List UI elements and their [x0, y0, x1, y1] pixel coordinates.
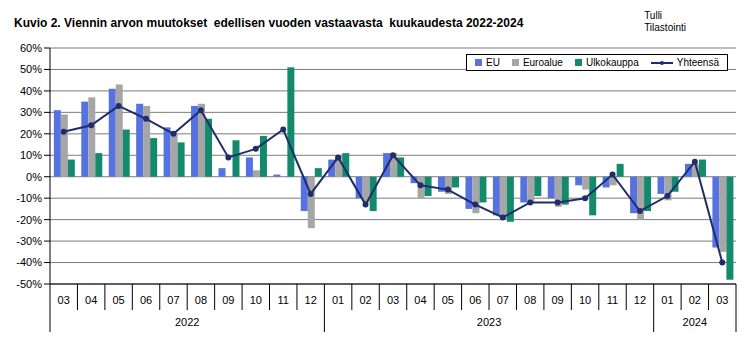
- html-text:Tilastointi: Tilastointi: [644, 22, 686, 33]
- svg-text:08: 08: [195, 294, 207, 306]
- html-text:EU: EU: [486, 57, 500, 68]
- svg-text:20%: 20%: [20, 128, 42, 140]
- html-text:Ulkokauppa: Ulkokauppa: [585, 57, 639, 68]
- svg-text:03: 03: [716, 294, 728, 306]
- svg-text:07: 07: [167, 294, 179, 306]
- svg-text:50%: 50%: [20, 63, 42, 75]
- svg-text:02: 02: [689, 294, 701, 306]
- svg-text:-20%: -20%: [16, 214, 42, 226]
- svg-text:-40%: -40%: [16, 256, 42, 268]
- svg-text:10: 10: [579, 294, 591, 306]
- svg-text:01: 01: [661, 294, 673, 306]
- svg-text:-50%: -50%: [16, 278, 42, 290]
- svg-text:0%: 0%: [26, 171, 42, 183]
- svg-text:02: 02: [359, 294, 371, 306]
- svg-text:2024: 2024: [683, 316, 707, 328]
- svg-text:04: 04: [85, 294, 97, 306]
- svg-text:03: 03: [58, 294, 70, 306]
- svg-text:-30%: -30%: [16, 235, 42, 247]
- svg-text:10%: 10%: [20, 149, 42, 161]
- svg-text:30%: 30%: [20, 106, 42, 118]
- html-text:Yhteensä: Yhteensä: [676, 57, 719, 68]
- svg-text:06: 06: [469, 294, 481, 306]
- svg-text:12: 12: [305, 294, 317, 306]
- svg-text:11: 11: [278, 294, 289, 306]
- svg-text:11: 11: [607, 294, 618, 306]
- svg-text:-10%: -10%: [16, 192, 42, 204]
- svg-text:40%: 40%: [20, 85, 42, 97]
- html-text:Tulli: Tulli: [644, 10, 663, 21]
- svg-text:05: 05: [112, 294, 124, 306]
- html-text:Kuvio 2. Viennin arvon muutoks: Kuvio 2. Viennin arvon muutokset edellis…: [14, 16, 524, 30]
- svg-text:01: 01: [332, 294, 344, 306]
- svg-text:04: 04: [414, 294, 426, 306]
- svg-text:08: 08: [524, 294, 536, 306]
- svg-text:05: 05: [442, 294, 454, 306]
- svg-text:2022: 2022: [175, 316, 199, 328]
- svg-text:2023: 2023: [477, 316, 501, 328]
- html-text:Euroalue: Euroalue: [522, 57, 563, 68]
- svg-text:06: 06: [140, 294, 152, 306]
- svg-text:03: 03: [387, 294, 399, 306]
- svg-text:10: 10: [250, 294, 262, 306]
- svg-text:09: 09: [552, 294, 564, 306]
- svg-text:12: 12: [634, 294, 646, 306]
- svg-text:07: 07: [497, 294, 509, 306]
- svg-text:60%: 60%: [20, 42, 42, 54]
- svg-text:09: 09: [222, 294, 234, 306]
